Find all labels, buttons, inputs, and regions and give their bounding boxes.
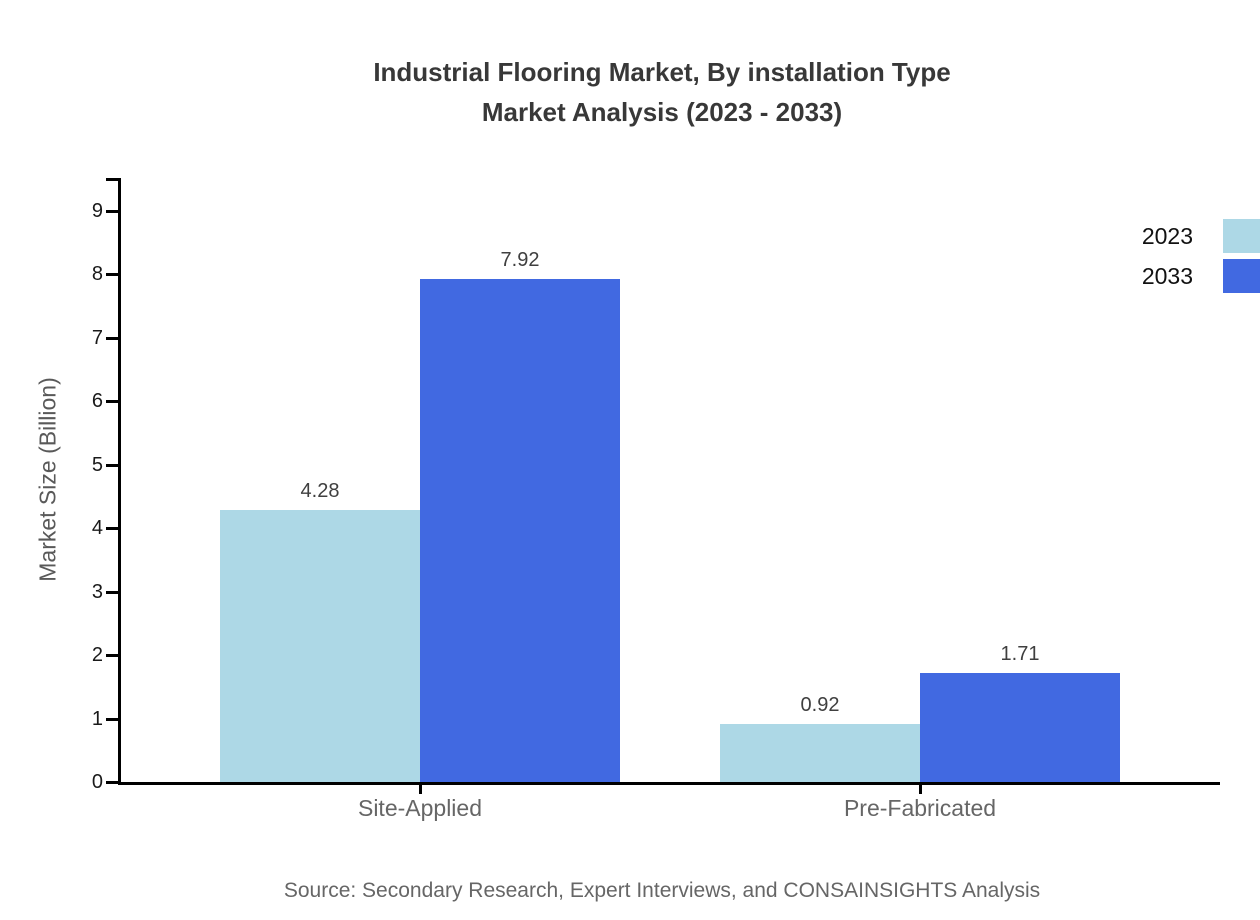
y-tick (106, 590, 118, 594)
y-tick-label: 7 (91, 326, 103, 349)
y-tick-label: 1 (91, 707, 103, 730)
y-tick-label: 2 (91, 644, 103, 666)
y-tick-label: 8 (91, 263, 103, 285)
legend: 2023 2033 (1142, 219, 1260, 293)
chart-title: Industrial Flooring Market, By installat… (82, 52, 1242, 132)
y-tick (106, 781, 118, 784)
y-axis-title: Market Size (Billion) (34, 377, 61, 582)
y-tick-label: 3 (91, 580, 103, 603)
legend-swatch (1223, 259, 1260, 293)
bar-value-label: 4.28 (300, 480, 340, 503)
y-tick (106, 654, 118, 657)
bar-value-label: 0.92 (800, 693, 840, 716)
x-axis-line (118, 782, 1220, 785)
legend-swatch (1223, 219, 1260, 253)
y-tick (106, 273, 118, 276)
y-tick (106, 527, 118, 530)
source-text: Source: Secondary Research, Expert Inter… (283, 879, 1041, 902)
y-axis-line (118, 178, 121, 785)
y-tick (106, 463, 118, 467)
legend-label: 2033 (1141, 263, 1193, 289)
y-tick-label: 9 (91, 199, 103, 222)
x-tick (919, 785, 922, 794)
bar-value-label: 1.71 (1000, 643, 1040, 666)
chart-title-line1: Industrial Flooring Market, By installat… (373, 57, 951, 87)
y-tick-label: 6 (91, 390, 103, 412)
bar-2023-pre-fabricated (720, 723, 920, 782)
y-tick-label: 5 (91, 453, 103, 476)
category-label-pre-fabricated: Pre-Fabricated (843, 795, 997, 821)
y-axis-cap-tick (106, 178, 118, 181)
bar-2033-site-applied (420, 279, 620, 782)
legend-item-2023: 2023 (1142, 219, 1260, 253)
y-tick (106, 209, 118, 213)
y-tick (106, 400, 118, 403)
y-tick (106, 717, 118, 721)
bar-value-label: 7.92 (500, 249, 540, 272)
y-tick (106, 336, 118, 340)
bar-2033-pre-fabricated (920, 673, 1120, 782)
category-label-site-applied: Site-Applied (357, 795, 483, 821)
x-tick (419, 785, 422, 794)
chart-title-line2: Market Analysis (2023 - 2033) (481, 97, 843, 127)
y-tick-label: 0 (91, 771, 103, 793)
legend-label: 2023 (1141, 223, 1193, 249)
y-tick-label: 4 (91, 517, 103, 539)
bar-2023-site-applied (220, 510, 420, 782)
legend-item-2033: 2033 (1142, 259, 1260, 293)
